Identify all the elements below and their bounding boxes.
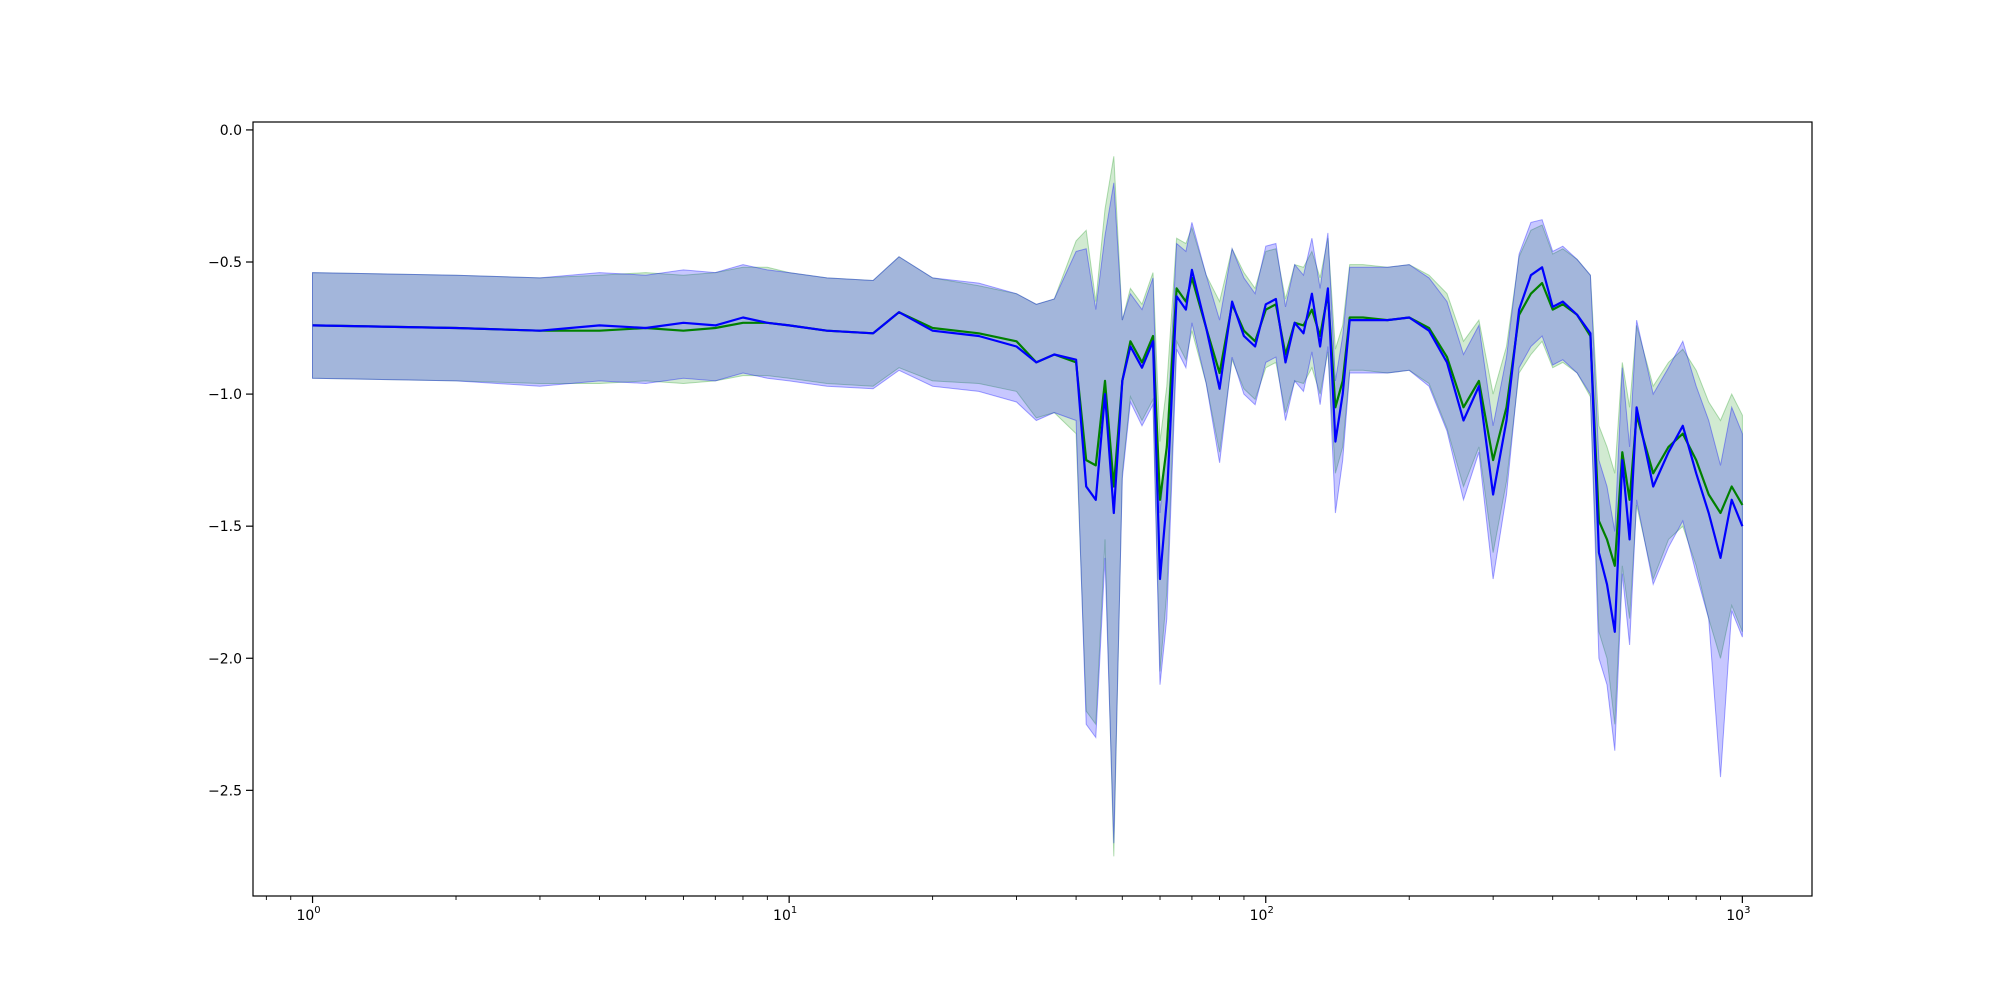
series-2-band — [312, 182, 1743, 844]
x-tick-label: 101 — [773, 905, 797, 924]
x-tick-label: 102 — [1250, 905, 1274, 924]
y-tick-label: −2.0 — [208, 651, 242, 667]
series-1-band — [312, 156, 1743, 857]
y-tick-label: −0.5 — [208, 255, 242, 271]
x-tick-label: 100 — [296, 905, 320, 924]
y-tick-label: −2.5 — [208, 783, 242, 799]
x-tick-label: 103 — [1726, 905, 1750, 924]
y-tick-label: 0.0 — [220, 123, 242, 139]
confidence-bands — [312, 156, 1743, 857]
series-2-line — [312, 266, 1744, 633]
plot-area-frame — [252, 121, 1813, 897]
y-tick-label: −1.0 — [208, 387, 242, 403]
x-axis: 100 101 102 103 — [265, 896, 1750, 924]
y-axis: 0.0 −0.5 −1.0 −1.5 −2.0 −2.5 — [208, 123, 253, 799]
y-tick-label: −1.5 — [208, 519, 242, 535]
series-lines — [312, 266, 1744, 633]
